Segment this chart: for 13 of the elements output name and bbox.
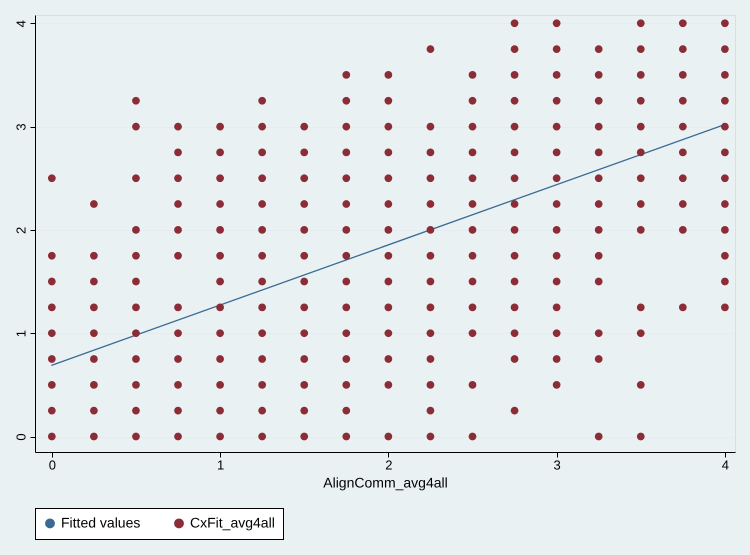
y-tick-label: 0 xyxy=(14,433,28,441)
x-tick-label: 3 xyxy=(554,458,561,472)
y-tick-label: 1 xyxy=(14,330,28,338)
x-tick-label: 1 xyxy=(216,458,224,472)
y-tick-label: 2 xyxy=(14,226,28,234)
y-tick-label: 3 xyxy=(14,123,28,131)
x-tick-label: 0 xyxy=(48,458,56,472)
legend-label: Fitted values xyxy=(61,514,140,530)
y-tick-label: 4 xyxy=(14,20,28,28)
x-tick-label: 2 xyxy=(385,458,392,472)
x-tick-label: 4 xyxy=(722,458,730,472)
x-axis-title: AlignComm_avg4all xyxy=(323,474,448,490)
legend-label: CxFit_avg4all xyxy=(190,514,275,530)
